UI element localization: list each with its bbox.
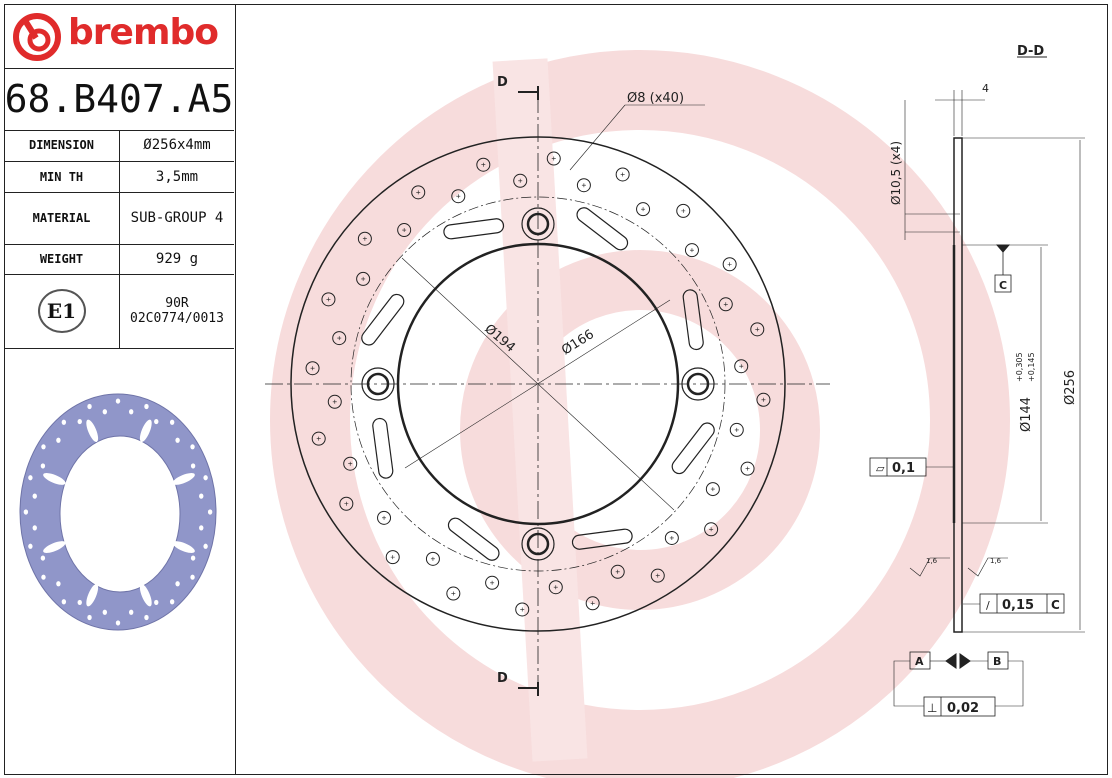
slot: [571, 528, 633, 550]
bolt-hole: [521, 207, 555, 241]
cross-drill-hole: [718, 297, 733, 312]
cross-drill-hole: [343, 456, 358, 471]
roughness-right: 1,6: [990, 557, 1002, 565]
bore-tol-lower: +0,145: [1027, 352, 1036, 382]
runout-icon: /: [986, 599, 990, 612]
slot: [671, 422, 715, 475]
dia-194-label: Ø194: [481, 322, 517, 356]
section-label-top: D: [497, 75, 508, 90]
thickness-label: 4: [982, 82, 989, 95]
bolt-hole: [521, 527, 555, 561]
slot: [361, 293, 405, 346]
cross-drill-hole: [377, 510, 392, 525]
section-title: D-D: [1017, 44, 1044, 59]
cross-drill-hole: [451, 189, 466, 204]
dia-166-label: Ø166: [559, 327, 597, 358]
datum-b: B: [993, 655, 1001, 668]
slot: [682, 289, 704, 351]
cross-drill-hole: [585, 596, 600, 611]
runout-value: 0,15: [1002, 598, 1034, 613]
cross-drill-hole: [411, 185, 426, 200]
drawing-frame: [4, 4, 1108, 775]
cross-drill-hole: [305, 361, 320, 376]
cross-drill-hole: [676, 203, 691, 218]
cross-drill-hole: [356, 271, 371, 286]
cross-drill-hole: [357, 231, 372, 246]
cross-drill-hole: [756, 392, 771, 407]
cross-drill-hole: [722, 257, 737, 272]
slot: [443, 218, 505, 240]
flatness-value: 0,1: [892, 461, 915, 476]
cross-drill-hole: [546, 151, 561, 166]
bolt-holes-label: Ø10,5 (x4): [889, 141, 903, 205]
cross-drill-hole: [705, 482, 720, 497]
holes-callout: Ø8 (x40): [627, 91, 684, 106]
cross-drill-hole: [750, 322, 765, 337]
slot: [447, 517, 500, 561]
cross-drill-hole: [664, 530, 679, 545]
cross-drill-hole: [610, 564, 625, 579]
slot: [576, 207, 629, 251]
bore-tol-upper: +0,305: [1015, 352, 1024, 382]
cross-drill-hole: [385, 550, 400, 565]
cross-drill-hole: [636, 202, 651, 217]
spec-row: DIMENSION Ø256x4mm: [4, 130, 234, 162]
cross-drill-hole: [615, 167, 630, 182]
cross-drill-hole: [332, 331, 347, 346]
datum-c: C: [999, 279, 1007, 292]
disc-render: [19, 393, 217, 631]
spec-row: MIN TH 3,5mm: [4, 161, 234, 193]
cross-drill-hole: [425, 551, 440, 566]
cross-drill-hole: [684, 243, 699, 258]
cross-drill-hole: [327, 394, 342, 409]
bolt-hole: [681, 367, 715, 401]
roughness-left: 1,6: [926, 557, 938, 565]
disc-outer-edge: [290, 136, 786, 632]
cross-drill-hole: [476, 157, 491, 172]
disc-inner-bore: [396, 242, 680, 526]
title-block: brembo 68.B407.A5 DIMENSION Ø256x4mm MIN …: [4, 4, 236, 775]
brembo-logo: brembo: [4, 4, 234, 69]
bore-dia-label: Ø144: [1019, 397, 1034, 432]
cross-drill-hole: [576, 178, 591, 193]
bolt-hole: [361, 367, 395, 401]
runout-datum: C: [1051, 598, 1060, 612]
flatness-icon: ▱: [876, 462, 885, 475]
cross-drill-hole: [513, 173, 528, 188]
cross-drill-hole: [446, 586, 461, 601]
pcd-194: [350, 196, 726, 572]
cross-drill-hole: [397, 223, 412, 238]
spec-row: WEIGHT 929 g: [4, 244, 234, 275]
e1-approval-mark: E1: [37, 289, 86, 333]
cross-drill-hole: [548, 580, 563, 595]
cross-drill-hole: [704, 522, 719, 537]
parallelism-icon: ⊥: [927, 701, 937, 715]
cross-drill-hole: [729, 422, 744, 437]
section-label-bottom: D: [497, 671, 508, 686]
cross-drill-hole: [650, 568, 665, 583]
cross-drill-hole: [734, 359, 749, 374]
cross-drill-hole: [321, 292, 336, 307]
cross-drill-hole: [311, 431, 326, 446]
cross-drill-hole: [485, 575, 500, 590]
outer-dia-label: Ø256: [1063, 370, 1078, 405]
spec-row: MATERIAL SUB-GROUP 4: [4, 192, 234, 245]
cross-drill-hole: [339, 496, 354, 511]
brembo-logo-icon: [13, 13, 61, 61]
cross-drill-hole: [740, 461, 755, 476]
datum-a: A: [915, 655, 924, 668]
cross-drill-hole: [515, 602, 530, 617]
parallelism-value: 0,02: [947, 701, 979, 716]
spec-table: DIMENSION Ø256x4mm MIN TH 3,5mm MATERIAL SU…: [4, 130, 234, 349]
approval-row: E1 90R 02C0774/0013: [4, 274, 234, 349]
slot: [372, 417, 394, 479]
